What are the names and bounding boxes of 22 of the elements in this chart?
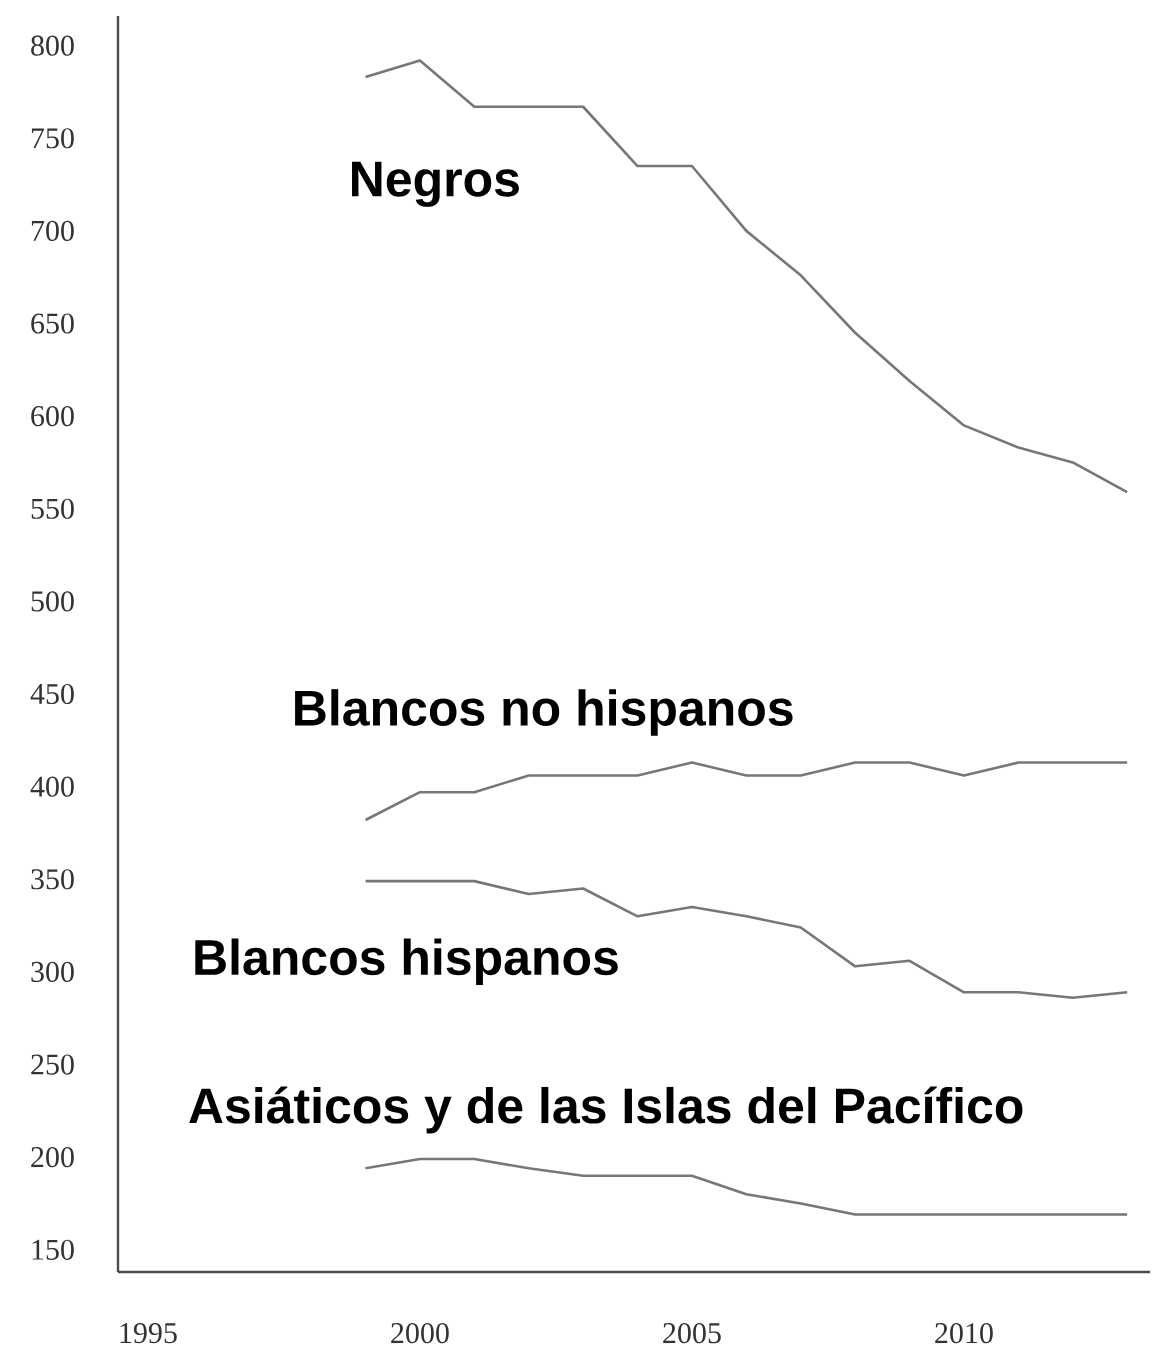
y-tick-label: 650 <box>31 313 74 334</box>
y-tick-label: 300 <box>31 961 74 982</box>
x-tick-label: 2005 <box>663 1323 721 1344</box>
y-tick-label: 700 <box>31 220 74 241</box>
x-tick-label: 1995 <box>120 1323 177 1344</box>
x-tick-label: 2010 <box>935 1323 993 1344</box>
series-label: Blancos hispanos <box>195 938 618 986</box>
y-tick-label: 350 <box>31 869 74 890</box>
y-tick-label: 450 <box>30 683 74 705</box>
y-tick-label: 200 <box>31 1147 74 1168</box>
y-tick-label: 800 <box>31 35 74 56</box>
y-tick-label: 750 <box>31 128 74 149</box>
series-label: Asiáticos y de las Islas del Pacífico <box>189 1086 1023 1134</box>
y-tick-label: 550 <box>31 498 74 519</box>
series-label: Negros <box>352 161 519 207</box>
y-tick-label: 400 <box>30 776 74 797</box>
y-tick-label: 500 <box>31 591 74 612</box>
y-tick-label: 250 <box>31 1054 74 1075</box>
x-tick-label: 2000 <box>391 1323 449 1344</box>
y-tick-label: 600 <box>31 406 74 427</box>
y-tick-label: 150 <box>32 1239 74 1260</box>
series-label: Blancos no hispanos <box>295 689 793 736</box>
